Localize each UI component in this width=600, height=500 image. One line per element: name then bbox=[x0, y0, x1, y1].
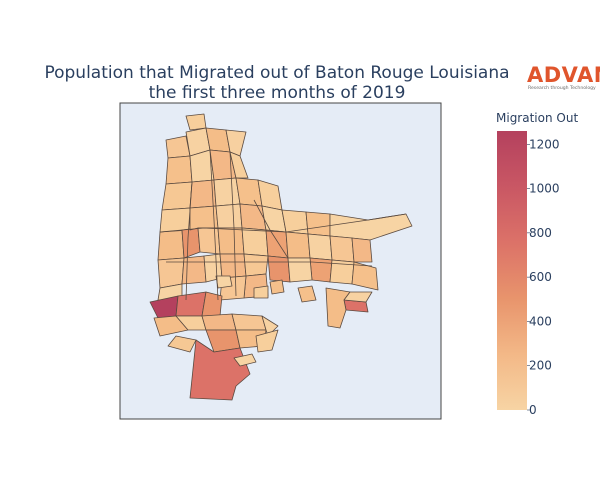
map-tract bbox=[287, 257, 313, 283]
colorbar-tick-label: 1000 bbox=[529, 182, 560, 196]
map-tract bbox=[309, 257, 333, 283]
map-tract bbox=[255, 329, 279, 353]
map-tract bbox=[165, 155, 193, 185]
advan-logo-tagline: Research through Technology bbox=[528, 85, 596, 91]
map-tract bbox=[219, 253, 247, 279]
map-tract bbox=[233, 353, 257, 367]
map-street bbox=[253, 199, 289, 259]
colorbar-tick-label: 800 bbox=[529, 226, 552, 240]
map-tract bbox=[165, 135, 191, 159]
map-street bbox=[159, 213, 407, 233]
map-street bbox=[229, 151, 237, 297]
map-tract bbox=[305, 211, 331, 237]
map-tract bbox=[243, 253, 269, 277]
map-tract bbox=[265, 229, 289, 259]
map-tract bbox=[297, 285, 317, 303]
map-tract bbox=[269, 279, 285, 295]
map-tract bbox=[215, 275, 233, 289]
map-tract bbox=[307, 233, 333, 261]
map-tract bbox=[253, 285, 269, 299]
colorbar-gradient bbox=[497, 131, 527, 410]
map-tract bbox=[241, 227, 269, 257]
map-tract bbox=[157, 229, 185, 261]
chart-title-line-2: the first three months of 2019 bbox=[149, 83, 406, 103]
colorbar-tick-label: 200 bbox=[529, 359, 552, 373]
map-street bbox=[185, 181, 193, 301]
colorbar: Migration Out 0 200 400 600 800 1000 1200 bbox=[496, 111, 578, 417]
map-tract bbox=[215, 203, 243, 229]
map-tract bbox=[343, 291, 373, 303]
colorbar-ticks: 0 200 400 600 800 1000 1200 bbox=[527, 137, 560, 417]
map-tract bbox=[201, 313, 237, 331]
chart-title-line-1: Population that Migrated out of Baton Ro… bbox=[44, 63, 509, 83]
map-tract bbox=[201, 291, 223, 317]
colorbar-tick-label: 600 bbox=[529, 270, 552, 284]
map-tract bbox=[231, 313, 267, 331]
map-tract bbox=[285, 231, 311, 259]
map-tract bbox=[197, 227, 221, 255]
colorbar-tick-label: 0 bbox=[529, 403, 537, 417]
map-tract bbox=[159, 207, 191, 233]
map-tract bbox=[157, 257, 185, 289]
map-tract bbox=[229, 151, 249, 179]
map-tract bbox=[329, 235, 355, 263]
map-tract bbox=[217, 227, 245, 255]
map-tract bbox=[185, 113, 207, 131]
river-adjacent-tract bbox=[175, 291, 207, 317]
advan-logo: ADVAN Research through Technology bbox=[527, 63, 600, 91]
colorbar-title: Migration Out bbox=[496, 111, 578, 125]
map-street bbox=[166, 261, 373, 267]
map-tract bbox=[351, 237, 373, 263]
map-tract bbox=[181, 255, 207, 285]
colorbar-tick-label: 1200 bbox=[529, 137, 560, 151]
map-tract bbox=[267, 255, 291, 283]
baton-rouge-map bbox=[149, 113, 413, 401]
map-tract bbox=[213, 177, 241, 207]
map-tract bbox=[161, 181, 193, 211]
advan-logo-word: ADVAN bbox=[527, 63, 600, 87]
southern-large-tract bbox=[189, 339, 251, 401]
map-tract bbox=[167, 335, 197, 353]
map-street bbox=[209, 149, 219, 301]
colorbar-tick-label: 400 bbox=[529, 314, 552, 328]
